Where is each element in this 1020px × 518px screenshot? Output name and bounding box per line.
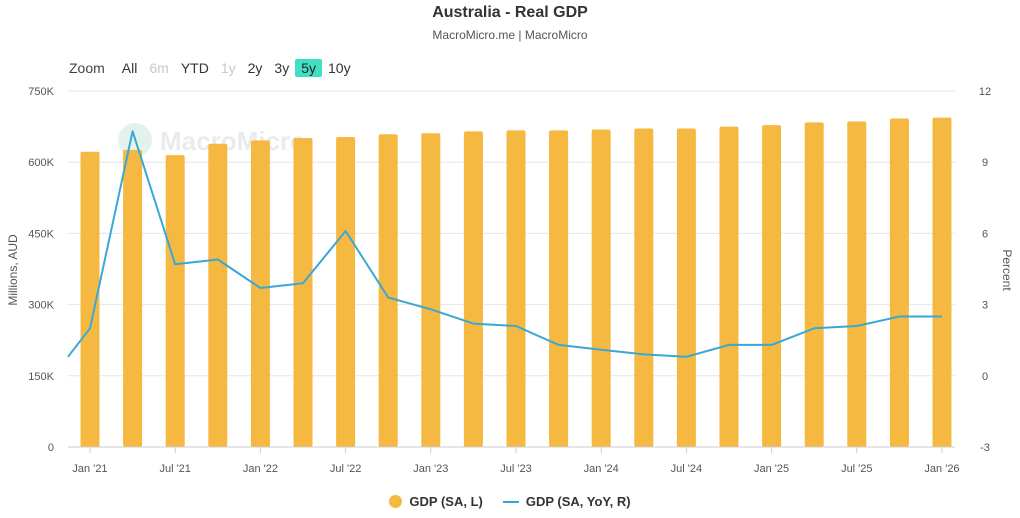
right-tick-label: 9 xyxy=(982,157,988,169)
yoy-point[interactable] xyxy=(812,326,817,331)
zoom-1y-button[interactable]: 1y xyxy=(220,60,236,76)
x-tick-label: Jan '26 xyxy=(924,463,959,475)
x-tick-label: Jul '25 xyxy=(841,463,872,475)
x-tick-label: Jan '23 xyxy=(413,463,448,475)
yoy-point[interactable] xyxy=(684,354,689,359)
gdp-bar[interactable] xyxy=(165,155,185,447)
gdp-bar[interactable] xyxy=(762,125,782,448)
gdp-bar[interactable] xyxy=(421,133,441,447)
yoy-point[interactable] xyxy=(386,295,391,300)
gdp-bar[interactable] xyxy=(719,126,739,447)
yoy-line-layer xyxy=(67,129,945,359)
x-tick-label: Jul '21 xyxy=(159,463,190,475)
right-tick-label: 0 xyxy=(982,371,988,383)
gdp-bar[interactable] xyxy=(676,128,696,448)
chart-subtitle: MacroMicro.me | MacroMicro xyxy=(432,28,588,42)
gdp-bar[interactable] xyxy=(463,131,483,447)
x-tick-label: Jan '25 xyxy=(754,463,789,475)
x-tick-label: Jul '22 xyxy=(330,463,361,475)
yoy-point[interactable] xyxy=(641,352,646,357)
legend-label-yoy: GDP (SA, YoY, R) xyxy=(525,494,631,509)
left-tick-label: 150K xyxy=(28,371,54,383)
yoy-point[interactable] xyxy=(173,262,178,267)
yoy-point[interactable] xyxy=(897,314,902,319)
left-tick-label: 750K xyxy=(28,86,54,98)
yoy-line[interactable] xyxy=(67,130,942,358)
zoom-2y-button[interactable]: 2y xyxy=(247,60,263,76)
yoy-point[interactable] xyxy=(769,342,774,347)
gdp-bar[interactable] xyxy=(591,129,611,447)
yoy-point[interactable] xyxy=(301,281,306,286)
zoom-ytd-button[interactable]: YTD xyxy=(180,60,209,76)
right-tick-label: 6 xyxy=(982,228,988,240)
gdp-bar[interactable] xyxy=(123,149,143,447)
yoy-point[interactable] xyxy=(556,342,561,347)
gdp-bar[interactable] xyxy=(250,140,270,447)
left-tick-label: 300K xyxy=(28,300,54,312)
x-tick-label: Jan '24 xyxy=(584,463,619,475)
yoy-point[interactable] xyxy=(130,129,135,134)
legend: GDP (SA, L) GDP (SA, YoY, R) xyxy=(0,494,1020,509)
left-axis-title: Millions, AUD xyxy=(6,234,20,306)
right-axis-title: Percent xyxy=(1000,249,1014,291)
yoy-point[interactable] xyxy=(471,321,476,326)
gdp-bar[interactable] xyxy=(80,151,100,448)
x-axis: Jan '21 Jul '21 Jan '22 Jul '22 Jan '23 Jul '… xyxy=(68,446,960,475)
left-tick-label: 0 xyxy=(48,442,54,454)
x-tick-label: Jan '21 xyxy=(72,463,107,475)
x-tick-label: Jan '22 xyxy=(243,463,278,475)
zoom-label: Zoom xyxy=(69,60,105,76)
gdp-bar[interactable] xyxy=(293,137,313,447)
yoy-point[interactable] xyxy=(727,342,732,347)
zoom-all-button[interactable]: All xyxy=(121,60,138,76)
right-tick-label: 12 xyxy=(979,86,991,98)
yoy-point[interactable] xyxy=(940,314,945,319)
x-tick-label: Jul '23 xyxy=(500,463,531,475)
legend-item-gdp[interactable]: GDP (SA, L) xyxy=(389,494,483,509)
watermark-text: MacroMicro xyxy=(160,126,306,156)
left-axis: 0 150K 300K 450K 600K 750K xyxy=(28,86,54,454)
yoy-point[interactable] xyxy=(599,347,604,352)
gdp-bar[interactable] xyxy=(847,121,867,448)
gdp-bar[interactable] xyxy=(932,117,952,448)
gdp-bar[interactable] xyxy=(634,128,654,448)
gdp-bar[interactable] xyxy=(506,130,526,447)
gdp-bar[interactable] xyxy=(208,143,228,448)
zoom-3y-button[interactable]: 3y xyxy=(274,60,290,76)
gdp-bar[interactable] xyxy=(378,134,398,447)
yoy-point[interactable] xyxy=(854,323,859,328)
yoy-point[interactable] xyxy=(428,307,433,312)
gdp-bar[interactable] xyxy=(336,137,356,447)
legend-bar-swatch-icon xyxy=(389,495,403,508)
yoy-point[interactable] xyxy=(215,257,220,262)
zoom-toolbar: Zoom All 6m YTD 1y 2y 3y 5y 10y xyxy=(69,57,357,79)
right-tick-label: 3 xyxy=(982,300,988,312)
legend-line-swatch-icon xyxy=(502,500,519,503)
yoy-point[interactable] xyxy=(514,323,519,328)
gdp-bars xyxy=(80,117,952,448)
zoom-10y-button[interactable]: 10y xyxy=(328,60,351,76)
zoom-6m-button[interactable]: 6m xyxy=(149,60,169,76)
yoy-point[interactable] xyxy=(258,285,263,290)
legend-item-yoy[interactable]: GDP (SA, YoY, R) xyxy=(502,494,631,509)
yoy-point[interactable] xyxy=(88,326,93,331)
right-axis: -3 0 3 6 9 12 xyxy=(979,86,991,454)
chart-title: Australia - Real GDP xyxy=(432,4,588,21)
gdp-bar[interactable] xyxy=(889,118,909,447)
legend-label-gdp: GDP (SA, L) xyxy=(409,494,483,509)
zoom-5y-button[interactable]: 5y xyxy=(295,59,322,77)
yoy-point[interactable] xyxy=(343,229,348,234)
gdp-bar[interactable] xyxy=(549,130,569,447)
right-tick-label: -3 xyxy=(980,442,990,454)
gdp-bar[interactable] xyxy=(804,122,824,447)
left-tick-label: 600K xyxy=(28,157,54,169)
left-tick-label: 450K xyxy=(28,228,54,240)
x-tick-label: Jul '24 xyxy=(671,463,702,475)
